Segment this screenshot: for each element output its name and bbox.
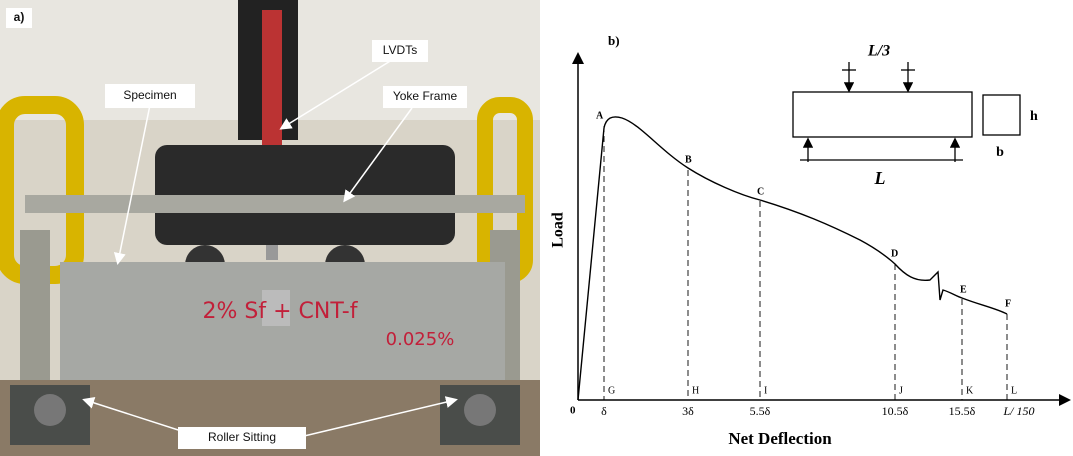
callout-box xyxy=(372,40,428,62)
load-spacing-label: L/3 xyxy=(867,43,890,60)
load-deflection-curve xyxy=(577,116,1008,401)
curve-point-label: F xyxy=(1005,298,1011,309)
foot-point-label: K xyxy=(966,385,974,396)
width-label: b xyxy=(996,145,1004,160)
point-group: A Gδ B H 3δ C I 5.5δ D J 10.5δ E K 15.5δ F L L/ 150 xyxy=(596,110,1035,417)
x-label: 3δ xyxy=(682,404,694,418)
x-label: 15.5δ xyxy=(949,404,976,418)
foot-point-label: H xyxy=(692,385,699,396)
panel-label: b) xyxy=(608,33,620,48)
callout-box xyxy=(105,84,195,108)
callout: Specimen xyxy=(123,88,176,102)
span-label: L xyxy=(874,168,886,188)
x-axis-label: Net Deflection xyxy=(728,429,832,448)
curve-point-label: C xyxy=(757,186,764,197)
foot-point-label: J xyxy=(899,385,903,396)
callout: LVDTs xyxy=(383,43,417,57)
curve-point-label: D xyxy=(891,248,898,259)
photo-marking: 0.025% xyxy=(386,329,455,350)
callout: Yoke Frame xyxy=(393,89,458,103)
beam-schematic xyxy=(792,62,1021,162)
foot-point-label: L xyxy=(1011,385,1017,396)
callout-box xyxy=(383,86,467,108)
photo-marking: 2% Sf + CNT-f xyxy=(203,299,359,324)
panel-label-box xyxy=(6,8,32,28)
foot-point-label: I xyxy=(764,385,767,396)
curve-point-label: A xyxy=(596,110,604,121)
x-label: L/ 150 xyxy=(1002,404,1034,418)
origin-label: 0 xyxy=(570,405,576,417)
curve-point-label: E xyxy=(960,284,967,295)
x-label: δ xyxy=(601,404,607,418)
callout-box xyxy=(178,427,306,449)
curve-point-label: B xyxy=(685,154,692,165)
x-label: 10.5δ xyxy=(882,404,909,418)
height-label: h xyxy=(1030,109,1038,124)
foot-point-label: G xyxy=(608,385,615,396)
panel-label: a) xyxy=(14,10,25,24)
callout: Roller Sitting xyxy=(208,430,276,444)
y-axis-label: Load xyxy=(550,212,567,248)
photo xyxy=(0,0,540,456)
x-label: 5.5δ xyxy=(750,404,771,418)
